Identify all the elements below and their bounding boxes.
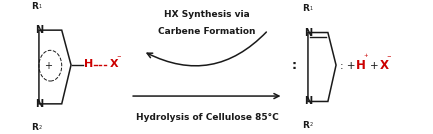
- Text: HX Synthesis via: HX Synthesis via: [164, 10, 250, 19]
- Text: $^{-}$: $^{-}$: [386, 53, 392, 62]
- Text: $^{-}$: $^{-}$: [116, 53, 122, 62]
- Text: N: N: [304, 96, 312, 107]
- Text: Carbene Formation: Carbene Formation: [158, 27, 256, 36]
- Text: N: N: [35, 25, 43, 35]
- Text: R: R: [302, 4, 309, 13]
- Text: $_2$: $_2$: [38, 123, 43, 132]
- Text: H: H: [356, 59, 366, 72]
- Polygon shape: [39, 30, 71, 104]
- Polygon shape: [308, 33, 336, 101]
- Text: +: +: [370, 61, 378, 71]
- Text: H: H: [84, 59, 93, 69]
- Text: :: :: [292, 59, 297, 72]
- Text: X: X: [379, 59, 388, 72]
- Text: N: N: [35, 99, 43, 109]
- Text: : +: : +: [340, 61, 358, 71]
- Text: $_1$: $_1$: [309, 5, 314, 13]
- FancyArrowPatch shape: [147, 32, 266, 66]
- Text: R: R: [302, 121, 309, 130]
- Text: $_1$: $_1$: [38, 2, 43, 11]
- Text: N: N: [304, 27, 312, 38]
- Text: $_2$: $_2$: [309, 121, 314, 129]
- Text: $^{+}$: $^{+}$: [363, 53, 369, 62]
- Text: R: R: [31, 2, 38, 11]
- Text: +: +: [44, 61, 52, 71]
- Text: R: R: [31, 123, 38, 132]
- Text: Hydrolysis of Cellulose 85°C: Hydrolysis of Cellulose 85°C: [136, 113, 278, 122]
- Text: X: X: [110, 59, 118, 69]
